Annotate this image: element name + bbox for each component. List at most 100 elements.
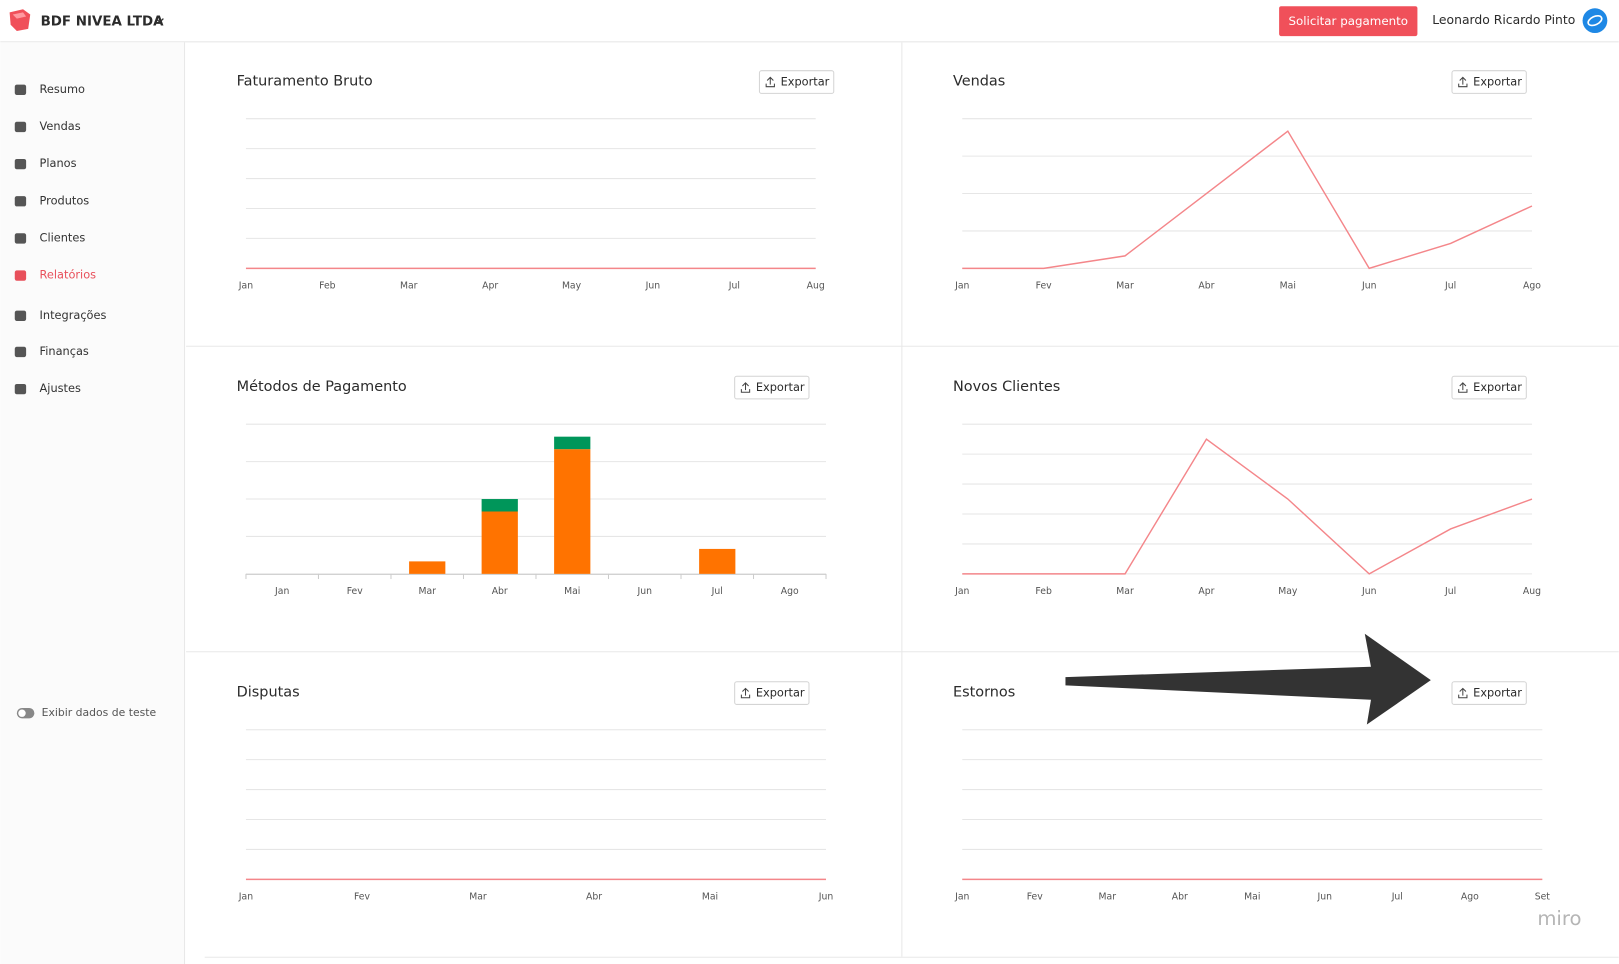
- export-button[interactable]: [1451, 375, 1527, 400]
- x-tick-label: May: [1278, 586, 1298, 597]
- x-tick-label: Abr: [492, 586, 508, 597]
- export-button[interactable]: [758, 70, 835, 94]
- chart-title: Faturamento Bruto: [237, 74, 373, 90]
- export-icon[interactable]: [740, 382, 751, 393]
- bar-segment: [699, 548, 736, 574]
- export-icon[interactable]: [765, 76, 775, 88]
- export-icon[interactable]: [740, 687, 751, 699]
- x-tick-label: Mai: [564, 586, 580, 597]
- bar-segment: [554, 436, 591, 450]
- menu-item[interactable]: Vendas: [40, 119, 81, 133]
- sidebar-menu: Resumo Vendas Planos Produtos Clientes Relató…: [14, 82, 107, 395]
- x-tick-label: Fev: [1036, 280, 1053, 291]
- export-button[interactable]: [734, 681, 810, 705]
- x-tick-label: Apr: [1198, 586, 1214, 597]
- x-tick-label: Feb: [1035, 586, 1052, 597]
- menu-icon[interactable]: [14, 84, 27, 95]
- export-icon[interactable]: [1458, 687, 1468, 699]
- x-tick-label: Jun: [645, 280, 661, 291]
- x-tick-label: Ago: [1461, 891, 1479, 902]
- export-button[interactable]: [1451, 70, 1527, 94]
- x-tick-label: Fev: [347, 586, 364, 597]
- x-tick-label: Set: [1535, 891, 1551, 902]
- x-tick-label: Mai: [1244, 891, 1260, 902]
- chart-panel: Vendas Exportar Jan Fev Mar Abr Mai Jun Jul Ago: [953, 70, 1541, 291]
- menu-icon[interactable]: [14, 196, 27, 207]
- x-tick-label: Abr: [1198, 280, 1214, 291]
- export-button[interactable]: [1451, 681, 1527, 705]
- x-tick-label: Abr: [1172, 891, 1188, 902]
- x-tick-label: May: [562, 280, 582, 291]
- menu-item[interactable]: Integrações: [40, 308, 107, 322]
- x-tick-label: Jan: [954, 891, 969, 902]
- bar-segment: [409, 561, 446, 574]
- chart-title: Vendas: [953, 74, 1005, 90]
- x-tick-label: Feb: [319, 280, 336, 291]
- x-tick-label: Mar: [1116, 280, 1134, 291]
- x-tick-label: Jun: [1317, 891, 1333, 902]
- chart-panel: Estornos Exportar Jan Fev Mar Abr Mai Jun Jul Ago…: [953, 681, 1551, 902]
- x-tick-label: Ago: [781, 586, 799, 597]
- menu-item[interactable]: Planos: [40, 156, 77, 170]
- menu-item[interactable]: Finanças: [40, 344, 89, 358]
- chart-panel: Disputas Exportar Jan Fev Mar Abr Mai Jun: [237, 681, 833, 902]
- menu-icon[interactable]: [14, 383, 27, 395]
- company-name[interactable]: BDF NIVEA LTDA: [41, 15, 165, 30]
- export-button[interactable]: [734, 375, 810, 400]
- menu-item[interactable]: Resumo: [40, 82, 86, 96]
- export-icon[interactable]: [1458, 76, 1468, 88]
- x-tick-label: Mar: [469, 891, 487, 902]
- menu-icon[interactable]: [14, 310, 27, 321]
- chart-panel: Novos Clientes Exportar Jan Feb Mar Apr May Jun…: [953, 375, 1541, 597]
- menu-icon[interactable]: [14, 121, 27, 133]
- x-tick-label: Mai: [702, 891, 718, 902]
- x-tick-label: Jun: [637, 586, 653, 597]
- chart-title: Novos Clientes: [953, 379, 1060, 395]
- bar-segment: [554, 449, 591, 574]
- chart-title: Disputas: [237, 685, 300, 701]
- test-data-toggle[interactable]: [16, 708, 35, 719]
- x-tick-label: Jun: [1361, 586, 1377, 597]
- x-tick-label: Fev: [354, 891, 371, 902]
- bar-segment: [481, 511, 518, 574]
- bar-segment: [481, 499, 518, 512]
- request-payment-label[interactable]: Solicitar pagamento: [1288, 14, 1408, 28]
- export-label[interactable]: Exportar: [756, 380, 805, 394]
- charts: Faturamento Bruto Exportar Jan Feb Mar Apr May…: [237, 70, 1551, 902]
- company-chevron[interactable]: [155, 18, 164, 24]
- x-tick-label: Jul: [728, 280, 740, 291]
- annotation-arrow: [1065, 633, 1431, 725]
- menu-item[interactable]: Clientes: [40, 230, 86, 244]
- menu-icon[interactable]: [14, 270, 27, 281]
- x-tick-label: Jan: [238, 280, 253, 291]
- chart-panel: Métodos de Pagamento Exportar Jan Fev Mar Abr…: [237, 375, 827, 597]
- request-payment-button[interactable]: [1279, 6, 1418, 37]
- x-tick-label: Fev: [1027, 891, 1044, 902]
- x-tick-label: Mar: [418, 586, 436, 597]
- test-data-label[interactable]: Exibir dados de teste: [42, 706, 157, 719]
- menu-icon[interactable]: [14, 233, 27, 244]
- export-label[interactable]: Exportar: [781, 75, 830, 89]
- export-label[interactable]: Exportar: [756, 686, 805, 700]
- watermark: miro: [1537, 907, 1581, 930]
- export-icon[interactable]: [1458, 382, 1468, 393]
- export-label[interactable]: Exportar: [1473, 75, 1522, 89]
- menu-item[interactable]: Produtos: [40, 193, 90, 207]
- menu-icon[interactable]: [14, 158, 27, 170]
- export-label[interactable]: Exportar: [1473, 380, 1522, 394]
- x-tick-label: Jun: [1361, 280, 1377, 291]
- menu-item[interactable]: Ajustes: [40, 381, 81, 395]
- menu-icon[interactable]: [14, 346, 27, 358]
- x-tick-label: Jul: [1391, 891, 1403, 902]
- x-tick-label: Jan: [954, 586, 969, 597]
- export-label[interactable]: Exportar: [1473, 686, 1522, 700]
- chart-panel: Faturamento Bruto Exportar Jan Feb Mar Apr May…: [237, 70, 835, 291]
- user-name[interactable]: Leonardo Ricardo Pinto: [1432, 13, 1575, 27]
- menu-item[interactable]: Relatórios: [40, 268, 97, 282]
- sidebar: [0, 42, 185, 964]
- x-tick-label: Jan: [954, 280, 969, 291]
- x-tick-label: Jul: [711, 586, 723, 597]
- user-avatar[interactable]: [1582, 8, 1608, 34]
